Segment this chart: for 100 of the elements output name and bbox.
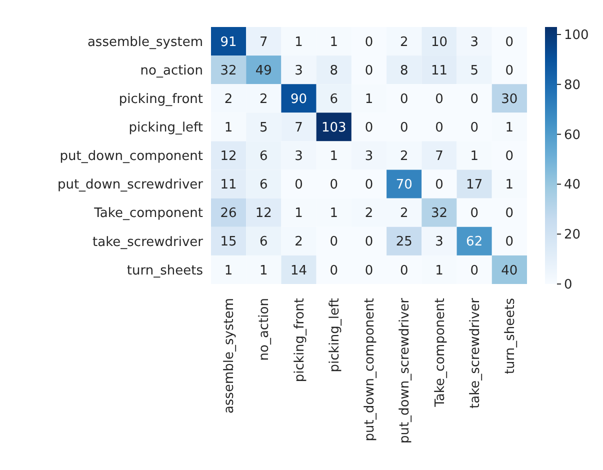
data-label: 0	[364, 120, 374, 136]
color-bar-label: 40	[564, 178, 581, 193]
data-label: 0	[400, 120, 408, 136]
data-label: 8	[330, 63, 338, 78]
data-label: 40	[501, 263, 518, 278]
color-bar-label: 60	[564, 128, 581, 143]
data-label: 11	[220, 178, 237, 193]
data-label: 17	[466, 178, 483, 193]
data-label: 3	[470, 34, 478, 50]
data-label: 6	[260, 234, 268, 250]
data-label: 0	[505, 234, 514, 250]
data-label: 91	[220, 34, 237, 50]
data-label: 11	[430, 63, 448, 78]
data-label: 0	[400, 263, 408, 278]
y-tick-label: put_down_component	[60, 149, 203, 164]
data-label: 0	[470, 92, 478, 107]
color-bar-label: 100	[564, 28, 589, 44]
data-label: 1	[224, 263, 233, 278]
data-label: 0	[330, 234, 338, 250]
x-tick-label: no_action	[257, 298, 272, 361]
data-label: 6	[260, 178, 268, 193]
y-tick-label: picking_left	[128, 120, 203, 136]
color-bar-label: 0	[564, 278, 572, 293]
data-label: 103	[321, 120, 346, 136]
data-label: 2	[400, 149, 408, 164]
data-label: 32	[220, 63, 237, 78]
data-label: 1	[260, 263, 268, 278]
data-label: 1	[505, 178, 514, 193]
data-label: 0	[435, 120, 444, 136]
data-label: 2	[224, 92, 233, 107]
x-tick-label: picking_left	[327, 298, 342, 372]
data-label: 0	[364, 234, 374, 250]
data-label: 25	[396, 234, 412, 250]
data-label: 0	[470, 120, 478, 136]
data-label: 70	[396, 178, 412, 193]
data-label: 7	[260, 34, 268, 50]
data-label: 8	[400, 63, 408, 78]
y-tick-label: put_down_screwdriver	[57, 178, 204, 193]
data-label: 2	[260, 92, 268, 107]
data-label: 0	[505, 149, 514, 164]
x-tick-label: turn_sheets	[502, 298, 518, 374]
data-label: 6	[330, 92, 338, 107]
data-label: 0	[330, 178, 338, 193]
data-label: 3	[364, 149, 374, 164]
color-bar-label: 80	[564, 78, 581, 93]
data-label: 1	[294, 34, 303, 50]
data-label: 0	[330, 263, 338, 278]
data-label: 0	[435, 92, 444, 107]
data-label: 0	[294, 178, 303, 193]
color-bar-label: 20	[564, 228, 581, 243]
x-tick-label: put_down_component	[362, 298, 378, 442]
data-label: 30	[501, 92, 518, 107]
data-label: 2	[400, 206, 408, 222]
data-label: 7	[294, 120, 303, 136]
data-label: 26	[220, 206, 237, 222]
y-tick-label: assemble_system	[87, 34, 203, 50]
y-tick-label: Take_component	[93, 206, 203, 222]
data-label: 0	[400, 92, 408, 107]
data-label: 10	[430, 34, 448, 50]
data-label: 1	[330, 149, 338, 164]
data-label: 14	[290, 263, 308, 278]
data-label: 0	[364, 63, 374, 78]
data-label: 0	[470, 263, 478, 278]
data-label: 0	[435, 178, 444, 193]
data-label: 2	[364, 206, 374, 222]
x-tick-label: Take_component	[432, 298, 448, 408]
data-label: 3	[294, 149, 303, 164]
x-tick-label: picking_front	[292, 298, 308, 382]
data-label: 1	[470, 149, 478, 164]
y-tick-label: picking_front	[118, 92, 203, 108]
data-label: 1	[330, 206, 338, 222]
data-label: 6	[260, 149, 268, 164]
x-tick-label: put_down_screwdriver	[398, 297, 413, 444]
data-label: 7	[435, 149, 444, 164]
data-label: 5	[470, 63, 478, 78]
data-label: 1	[224, 120, 233, 136]
y-tick-label: turn_sheets	[126, 263, 204, 278]
data-label: 0	[505, 206, 514, 222]
x-tick-label: take_screwdriver	[468, 297, 483, 408]
data-label: 2	[294, 234, 303, 250]
data-label: 0	[364, 263, 374, 278]
data-label: 5	[260, 120, 268, 136]
data-label: 2	[400, 34, 408, 50]
data-label: 1	[294, 206, 303, 222]
data-label: 32	[430, 206, 448, 222]
data-label: 62	[466, 234, 483, 250]
data-label: 0	[505, 63, 514, 78]
y-tick-label: take_screwdriver	[92, 234, 204, 250]
data-label: 12	[220, 149, 237, 164]
data-label: 3	[435, 234, 444, 250]
color-scale: 0 20 40 60 80 100	[537, 8, 597, 454]
data-label: 1	[505, 120, 514, 136]
data-label: 1	[364, 92, 374, 107]
data-label: 0	[470, 206, 478, 222]
data-label: 0	[364, 178, 374, 193]
data-label: 15	[220, 234, 237, 250]
data-label: 90	[290, 92, 308, 107]
data-label: 3	[294, 63, 303, 78]
data-label: 1	[435, 263, 444, 278]
data-label: 0	[364, 34, 374, 50]
